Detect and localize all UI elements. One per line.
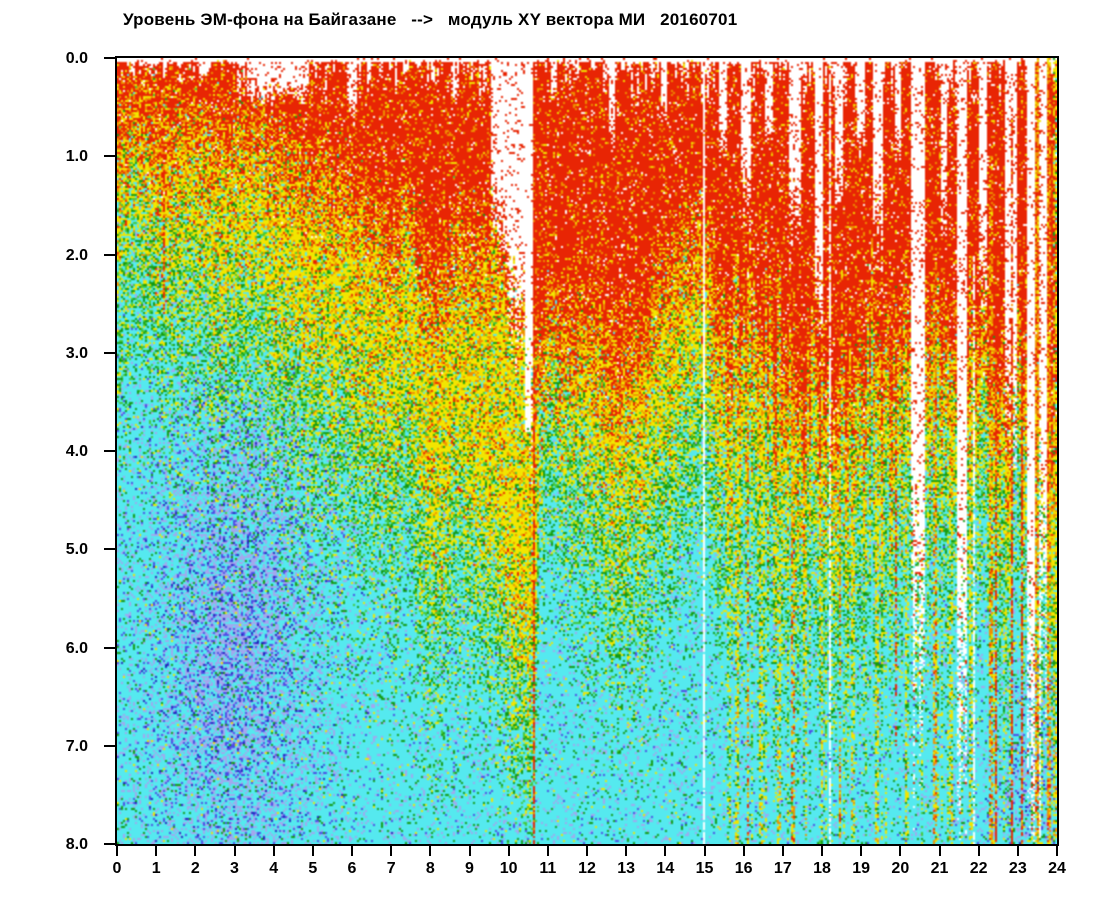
x-tick-mark [821, 846, 823, 856]
x-tick-mark [272, 846, 275, 856]
x-tick-mark [703, 846, 706, 856]
y-tick-mark [104, 450, 115, 452]
x-tick-label: 3 [230, 860, 239, 877]
x-tick-label: 12 [578, 860, 596, 877]
x-tick-label: 7 [386, 860, 396, 877]
x-tick-label: 8 [425, 860, 435, 877]
x-tick-label: 18 [813, 860, 831, 877]
x-tick-mark [429, 846, 432, 856]
x-tick-label: 5 [308, 860, 318, 877]
x-tick-label: 4 [269, 860, 279, 877]
y-tick-label: 7.0 [65, 737, 88, 755]
x-tick-mark [664, 846, 667, 856]
x-tick-label: 9 [465, 860, 474, 877]
y-tick-mark [104, 646, 115, 649]
x-tick-mark [781, 846, 784, 856]
y-tick-mark [104, 351, 115, 354]
x-tick-mark [507, 846, 510, 856]
y-tick-mark [104, 744, 115, 747]
y-tick-mark [104, 843, 115, 845]
y-tick-label: 1.0 [65, 148, 88, 166]
y-tick-label: 6.0 [65, 639, 88, 657]
y-tick-label: 5.0 [65, 541, 88, 559]
x-tick-mark [468, 846, 471, 856]
y-tick-mark [104, 155, 115, 158]
x-tick-label: 23 [1008, 860, 1027, 877]
x-tick-label: 14 [656, 860, 675, 877]
x-tick-label: 10 [499, 860, 518, 877]
y-tick-label: 3.0 [65, 344, 88, 362]
x-tick-label: 6 [347, 860, 357, 877]
x-tick-label: 19 [852, 860, 871, 877]
spectrogram-canvas [117, 58, 1057, 844]
x-tick-mark [938, 846, 941, 856]
y-tick-mark [104, 57, 115, 59]
plot-area [115, 56, 1059, 846]
x-tick-mark [155, 846, 158, 856]
x-tick-mark [860, 846, 863, 856]
x-tick-mark [233, 846, 236, 856]
x-tick-mark [742, 846, 745, 856]
x-tick-mark [899, 846, 902, 856]
x-tick-mark [351, 846, 353, 856]
y-tick-label: 2.0 [65, 246, 88, 264]
x-tick-mark [116, 846, 118, 856]
x-tick-mark [390, 846, 393, 856]
chart-title: Уровень ЭМ-фона на Байгазане --> модуль … [123, 10, 738, 29]
x-tick-mark [1016, 846, 1019, 856]
x-tick-mark [625, 846, 628, 856]
x-tick-label: 15 [695, 860, 714, 877]
x-tick-label: 11 [539, 860, 557, 877]
y-tick-mark [104, 253, 115, 256]
x-tick-mark [546, 846, 549, 856]
x-tick-label: 1 [151, 860, 161, 877]
x-tick-label: 20 [891, 860, 910, 877]
x-tick-label: 21 [930, 860, 949, 877]
x-tick-label: 13 [617, 860, 636, 877]
y-tick-label: 0.0 [65, 50, 88, 67]
x-tick-label: 17 [773, 860, 792, 877]
x-tick-mark [977, 846, 980, 856]
y-tick-mark [104, 548, 115, 551]
y-tick-label: 4.0 [65, 443, 88, 460]
x-tick-label: 2 [190, 860, 200, 877]
x-tick-mark [586, 846, 588, 856]
x-tick-label: 24 [1048, 860, 1066, 877]
x-tick-label: 0 [112, 860, 122, 877]
y-tick-label: 8.0 [65, 836, 88, 853]
x-tick-mark [311, 846, 314, 856]
x-tick-mark [1056, 846, 1058, 856]
x-tick-label: 22 [969, 860, 988, 877]
x-tick-mark [194, 846, 197, 856]
x-tick-label: 16 [734, 860, 753, 877]
